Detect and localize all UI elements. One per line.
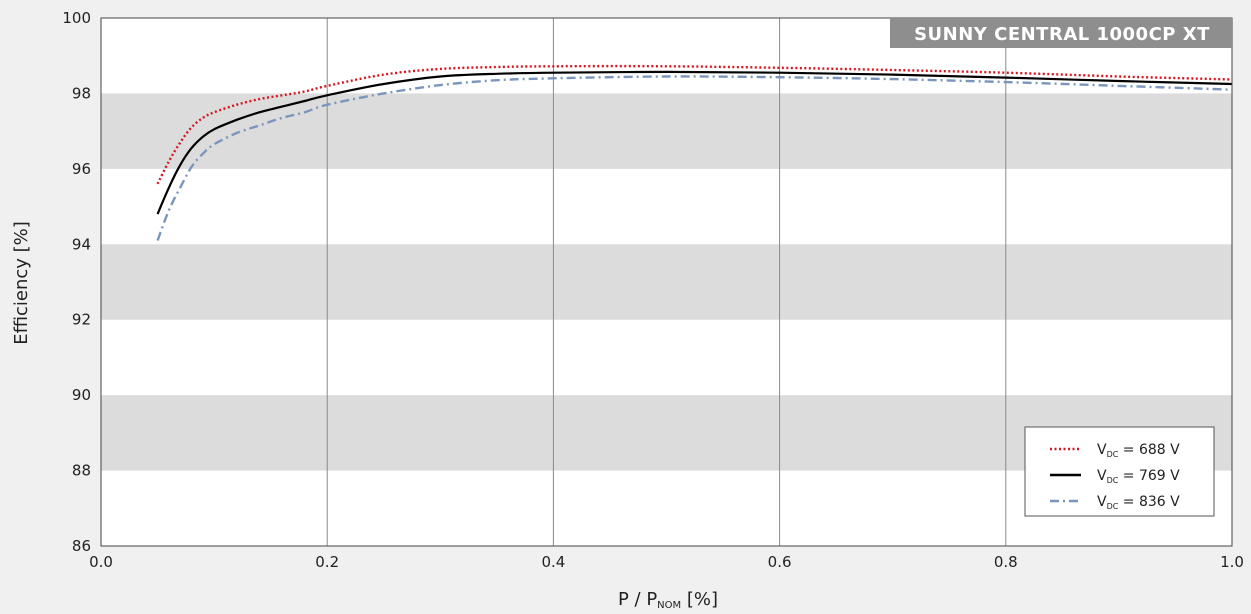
y-tick-label: 88 xyxy=(72,462,91,480)
x-axis-label: P / PNOM [%] xyxy=(618,589,718,611)
grid-band xyxy=(101,93,1232,169)
legend-label-suffix: = 769 V xyxy=(1118,468,1180,484)
y-tick-label: 100 xyxy=(62,9,91,27)
legend-label-1: VDC = 688 V xyxy=(1097,442,1180,459)
x-tick-label: 0.4 xyxy=(541,553,565,571)
y-axis-label: Efficiency [%] xyxy=(11,221,32,345)
legend-label-sub: DC xyxy=(1107,502,1119,511)
plot-frame xyxy=(100,17,1233,547)
y-axis-ticks: 86 88 90 92 94 96 98 100 xyxy=(62,9,91,555)
y-tick-label: 86 xyxy=(72,537,91,555)
series-line-2 xyxy=(156,70,1233,215)
legend-label-prefix: V xyxy=(1097,442,1107,458)
y-tick-label: 96 xyxy=(72,160,91,178)
y-tick-label: 98 xyxy=(72,84,91,102)
grid xyxy=(326,18,1007,546)
grid-band xyxy=(101,244,1232,320)
x-axis-label-sub: NOM xyxy=(657,600,681,611)
x-tick-label: 1.0 xyxy=(1220,553,1244,571)
legend-label-prefix: V xyxy=(1097,468,1107,484)
y-tick-label: 94 xyxy=(72,235,91,253)
x-tick-label: 0.0 xyxy=(89,553,113,571)
x-tick-label: 0.2 xyxy=(315,553,339,571)
x-tick-label: 0.8 xyxy=(994,553,1018,571)
chart-title-badge: SUNNY CENTRAL 1000CP XT xyxy=(890,18,1232,48)
legend-label-sub: DC xyxy=(1107,450,1119,459)
plot-background xyxy=(101,18,1232,546)
legend-label-sub: DC xyxy=(1107,476,1119,485)
legend-label-2: VDC = 769 V xyxy=(1097,468,1180,485)
title-background xyxy=(890,18,1232,48)
x-axis-label-unit: [%] xyxy=(681,589,718,610)
x-tick-label: 0.6 xyxy=(768,553,792,571)
legend-label-suffix: = 688 V xyxy=(1118,442,1180,458)
legend-label-prefix: V xyxy=(1097,494,1107,510)
y-tick-label: 90 xyxy=(72,386,91,404)
legend-label-suffix: = 836 V xyxy=(1118,494,1180,510)
x-axis-ticks: 0.0 0.2 0.4 0.6 0.8 1.0 xyxy=(89,553,1244,571)
legend-label-3: VDC = 836 V xyxy=(1097,494,1180,511)
series-layer xyxy=(156,64,1233,241)
y-tick-label: 92 xyxy=(72,311,91,329)
series-line-3 xyxy=(156,75,1233,241)
x-axis-label-main: P / P xyxy=(618,589,657,610)
chart-title: SUNNY CENTRAL 1000CP XT xyxy=(914,24,1210,45)
